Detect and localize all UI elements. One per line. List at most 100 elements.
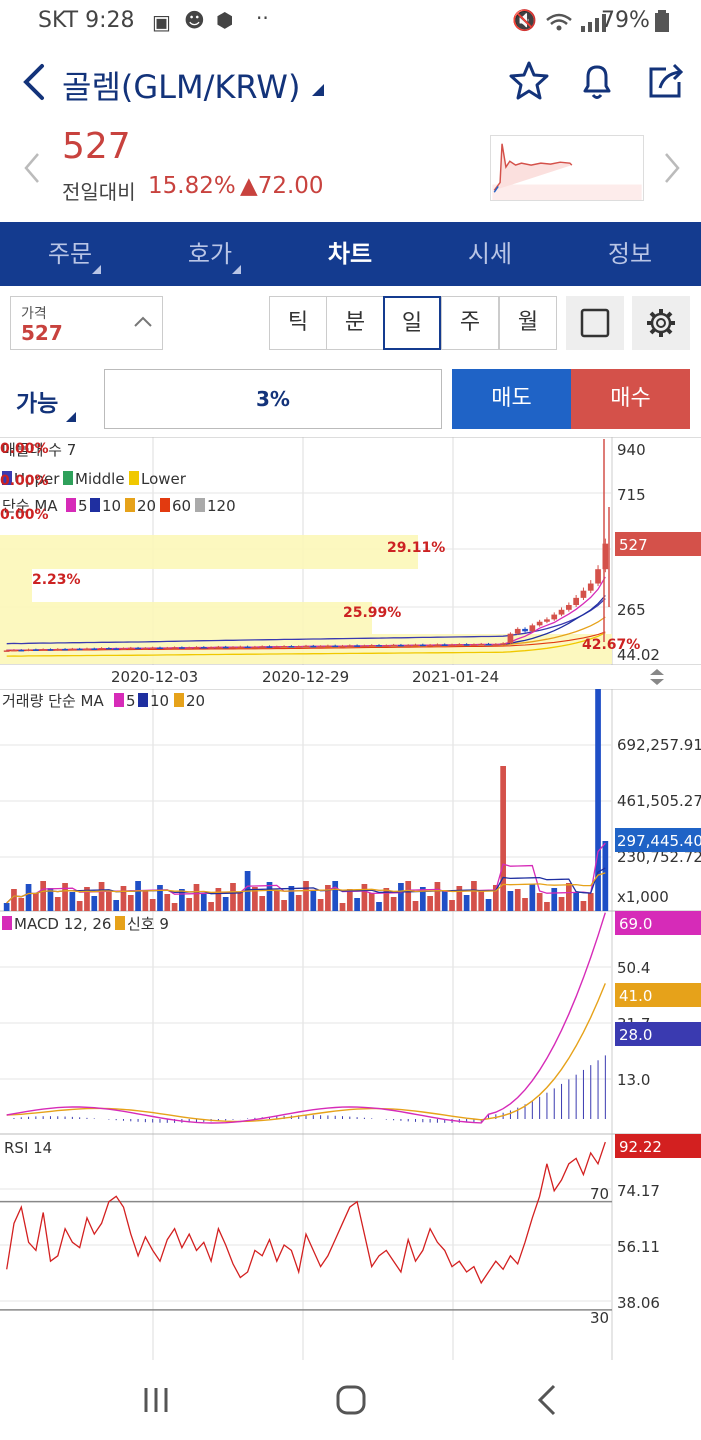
candle-body (529, 625, 536, 632)
volume-bar (237, 892, 244, 911)
tab-orderbook[interactable]: 호가 (140, 222, 280, 286)
tab-order[interactable]: 주문 (0, 222, 140, 286)
candle-body (471, 644, 477, 646)
volume-bar (25, 884, 32, 911)
recent-apps-icon[interactable] (126, 1380, 186, 1420)
candle-body (573, 597, 579, 606)
date-tick-2: 2020-12-29 (262, 668, 349, 686)
rsi-path (6, 1141, 606, 1285)
volume-bar (536, 893, 543, 911)
tab-chart[interactable]: 차트 (327, 240, 373, 268)
next-coin-arrow-icon[interactable] (660, 150, 682, 186)
vp-label-2: 0.00% (0, 473, 49, 489)
prev-coin-arrow-icon[interactable] (22, 150, 44, 186)
buy-button[interactable]: 매수 (571, 369, 690, 429)
macd-panel[interactable]: MACD 12, 26 신호 9 50.4 31.7 13.0 69.0 41.… (2, 911, 701, 1124)
period-tick-button[interactable]: 틱 (269, 296, 327, 350)
period-minute-button[interactable]: 분 (326, 296, 384, 350)
period-day-button[interactable]: 일 (383, 296, 441, 350)
mini-price-chart[interactable] (490, 135, 644, 201)
volume-bar (376, 902, 382, 911)
sell-button[interactable]: 매도 (452, 369, 571, 429)
vp-label-4: 29.11% (387, 540, 445, 556)
candle-body (208, 647, 214, 649)
macd-badge-text: 69.0 (619, 915, 652, 933)
vol-ma20-swatch (174, 693, 184, 707)
candle-body (62, 648, 68, 651)
volume-bar (193, 884, 200, 911)
share-icon[interactable] (644, 60, 686, 102)
volume-bar (222, 897, 229, 911)
volume-profile-bar (0, 535, 418, 569)
candle-body (179, 647, 185, 649)
volume-bar (120, 886, 127, 911)
gear-icon (647, 309, 675, 337)
alarm-bell-icon[interactable] (576, 60, 618, 102)
volume-bar (354, 898, 360, 911)
date-axis: 2020-12-03 2020-12-29 2021-01-24 (0, 665, 701, 689)
period-week-button[interactable]: 주 (441, 296, 499, 350)
scale-toggle-icon[interactable] (650, 669, 664, 685)
period-month-button[interactable]: 월 (499, 296, 557, 350)
candle-body (3, 650, 10, 652)
volume-bar (398, 883, 404, 911)
volume-panel[interactable]: 거래량 단순 MA 5 10 20 692,257.917 461,505.27… (2, 689, 701, 911)
fullscreen-button[interactable] (566, 296, 624, 350)
candle-body (127, 647, 134, 650)
vol-tick-3: 230,752.721 (617, 848, 701, 866)
battery-level: 79% (601, 8, 650, 33)
candle-body (463, 644, 470, 646)
signal-badge (615, 983, 701, 1007)
chart-settings-button[interactable] (632, 296, 690, 350)
vol-ma20-legend: 20 (186, 692, 205, 710)
candle-body (558, 609, 565, 615)
available-selector[interactable]: 가능 (16, 391, 59, 417)
tab-market-price[interactable]: 시세 (467, 240, 513, 268)
candle-body (368, 645, 375, 647)
lower-legend-swatch (129, 471, 139, 485)
favorite-star-icon[interactable] (508, 60, 550, 102)
battery-icon (655, 10, 669, 32)
system-back-icon[interactable] (518, 1380, 578, 1420)
volume-profile-bars (0, 535, 612, 664)
upper-band-line (6, 598, 606, 645)
vol-ma10-swatch (138, 693, 148, 707)
candle-body (54, 648, 61, 651)
candle-body (76, 648, 83, 651)
candle-body (149, 647, 156, 650)
price-panel[interactable]: 94071549026544.02 527 매물대 수 7 Upper Midd… (0, 439, 701, 664)
available-dropdown-caret-icon[interactable] (66, 412, 76, 422)
volume-bar (266, 882, 273, 911)
volume-bar (135, 881, 141, 911)
current-price-badge (615, 532, 701, 556)
ma120-swatch (195, 498, 205, 512)
volume-bar (602, 841, 609, 911)
chart-area[interactable]: 94071549026544.02 527 매물대 수 7 Upper Midd… (0, 437, 701, 1360)
title-dropdown-caret-icon[interactable] (312, 84, 324, 96)
volume-bar (514, 889, 521, 911)
volume-bar (76, 901, 83, 911)
coin-title[interactable]: 골렘(GLM/KRW) (62, 68, 301, 106)
volume-bar (485, 899, 492, 911)
percent-field[interactable]: 3% (104, 369, 442, 429)
vp-label-5: 2.23% (32, 572, 81, 588)
volume-bar (456, 886, 463, 911)
volume-bar (303, 881, 309, 911)
price-selector[interactable]: 가격 527 (10, 296, 163, 350)
volume-bar (62, 883, 68, 911)
rsi-badge (615, 1134, 701, 1158)
home-icon[interactable] (321, 1380, 381, 1420)
tab-info[interactable]: 정보 (607, 240, 653, 268)
volume-bar (3, 903, 10, 911)
rsi-panel[interactable]: RSI 14 74.17 56.11 38.06 70 30 92.22 (0, 1134, 701, 1327)
candle-body (69, 648, 76, 651)
back-arrow-icon[interactable] (18, 60, 52, 104)
volume-bar (580, 901, 587, 911)
candle-body (492, 644, 499, 646)
volume-bar (281, 900, 287, 911)
main-tabs: 주문 호가 차트 시세 정보 (0, 222, 701, 286)
vp-label-7: 42.67% (582, 637, 640, 653)
volume-bar (215, 888, 222, 911)
candle-body (25, 649, 32, 651)
candle-body (514, 628, 521, 634)
